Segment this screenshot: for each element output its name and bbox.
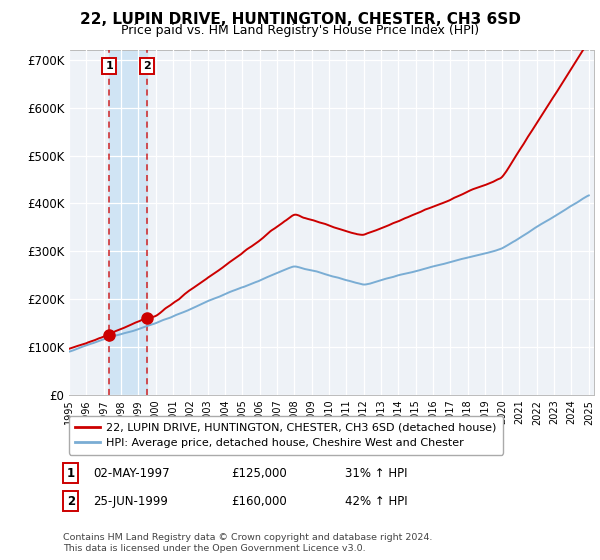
Legend: 22, LUPIN DRIVE, HUNTINGTON, CHESTER, CH3 6SD (detached house), HPI: Average pri: 22, LUPIN DRIVE, HUNTINGTON, CHESTER, CH… [68,416,503,455]
Text: Price paid vs. HM Land Registry's House Price Index (HPI): Price paid vs. HM Land Registry's House … [121,24,479,36]
Text: 31% ↑ HPI: 31% ↑ HPI [345,466,407,480]
Text: 25-JUN-1999: 25-JUN-1999 [93,494,168,508]
Text: 2: 2 [143,61,151,71]
Text: Contains HM Land Registry data © Crown copyright and database right 2024.
This d: Contains HM Land Registry data © Crown c… [63,533,433,553]
Text: £125,000: £125,000 [231,466,287,480]
Text: 22, LUPIN DRIVE, HUNTINGTON, CHESTER, CH3 6SD: 22, LUPIN DRIVE, HUNTINGTON, CHESTER, CH… [80,12,520,27]
Text: 02-MAY-1997: 02-MAY-1997 [93,466,170,480]
Text: 42% ↑ HPI: 42% ↑ HPI [345,494,407,508]
Text: 2: 2 [67,494,75,508]
Text: £160,000: £160,000 [231,494,287,508]
Text: 1: 1 [106,61,113,71]
Bar [109,50,147,395]
Text: 1: 1 [67,466,75,480]
